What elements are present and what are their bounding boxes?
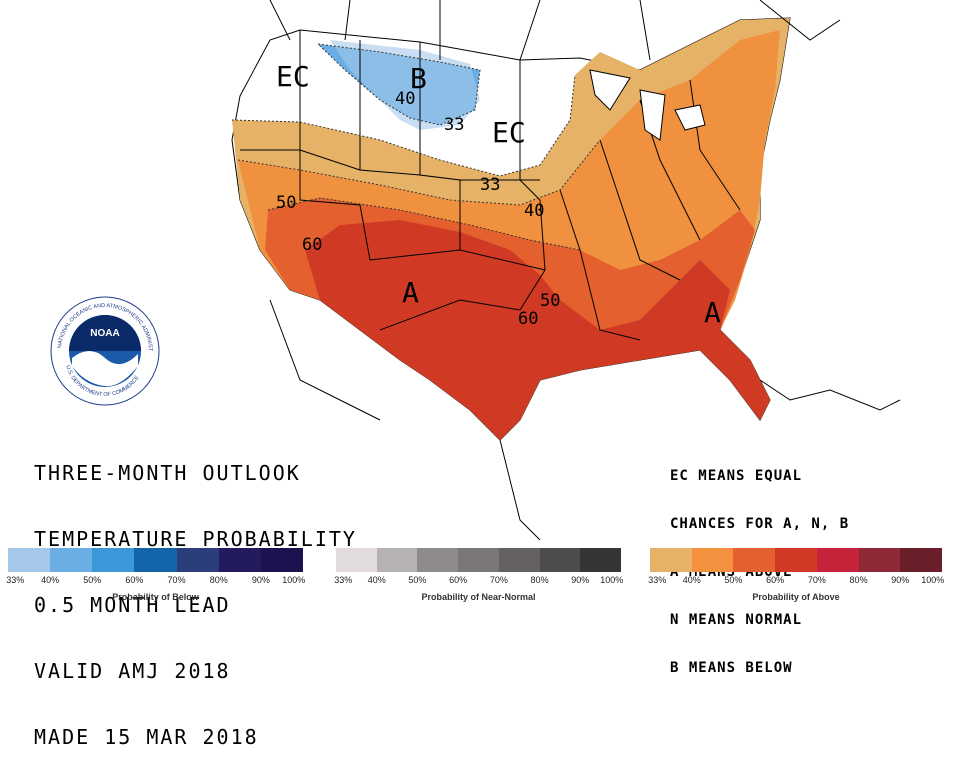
label-50-south: 50 xyxy=(540,291,560,311)
label-ec-west: EC xyxy=(276,60,310,93)
colorbar-normal-swatch xyxy=(539,548,581,572)
label-a-southwest: A xyxy=(402,276,419,309)
title-line-2: TEMPERATURE PROBABILITY xyxy=(34,527,357,551)
temperature-outlook-map: EC B 40 33 EC 33 40 50 60 A 50 60 A xyxy=(231,0,901,540)
colorbar-above-swatch xyxy=(733,548,776,572)
colorbar-below-swatch xyxy=(218,548,261,572)
colorbar-below-swatch xyxy=(8,548,51,572)
colorbar-above-ticks: 33% 40% 50% 60% 70% 80% 90% 100% xyxy=(648,575,945,587)
colorbar-below-tick: 60% xyxy=(125,575,144,585)
colorbar-normal-tick: 33% xyxy=(334,575,353,585)
colorbar-normal-tick: 100% xyxy=(600,575,624,585)
label-40-north: 40 xyxy=(395,89,415,109)
colorbar-above-swatch xyxy=(858,548,901,572)
colorbar-above-title: Probability of Above xyxy=(752,592,840,602)
colorbar-below-tick: 50% xyxy=(83,575,102,585)
colorbar-normal-title: Probability of Near-Normal xyxy=(421,592,536,602)
colorbar-above-tick: 40% xyxy=(682,575,701,585)
colorbar-normal-tick: 90% xyxy=(571,575,590,585)
colorbar-below-swatch xyxy=(176,548,219,572)
label-33-north: 33 xyxy=(444,115,464,135)
colorbar-below-swatch xyxy=(260,548,303,572)
colorbar-above-tick: 90% xyxy=(891,575,910,585)
label-50-west: 50 xyxy=(276,193,296,213)
colorbar-below xyxy=(8,548,303,572)
colorbar-above-swatch xyxy=(816,548,859,572)
title-line-4: VALID AMJ 2018 xyxy=(34,659,231,683)
colorbar-below-swatch xyxy=(92,548,135,572)
colorbar-below-tick: 33% xyxy=(6,575,25,585)
colorbar-below-ticks: 33% 40% 50% 60% 70% 80% 90% 100% xyxy=(6,575,306,587)
colorbar-above-swatch xyxy=(900,548,943,572)
title-line-1: THREE-MONTH OUTLOOK xyxy=(34,461,301,485)
colorbar-above-tick: 70% xyxy=(807,575,826,585)
label-40-central: 40 xyxy=(524,201,544,221)
neighbor-borders xyxy=(269,0,901,540)
colorbar-above-tick: 33% xyxy=(648,575,667,585)
colorbar-above-tick: 50% xyxy=(724,575,743,585)
colorbar-normal-tick: 50% xyxy=(408,575,427,585)
colorbar-normal-swatch xyxy=(498,548,540,572)
noaa-logo-text: NOAA xyxy=(90,328,119,339)
label-60-south: 60 xyxy=(518,309,538,329)
colorbar-below-tick: 40% xyxy=(41,575,60,585)
colorbar-above-swatch xyxy=(650,548,692,572)
lakes xyxy=(589,69,706,141)
colorbar-above-swatch xyxy=(775,548,817,572)
colorbar-normal-swatch xyxy=(417,548,459,572)
label-ec-central: EC xyxy=(492,116,526,149)
colorbar-normal-ticks: 33% 40% 50% 60% 70% 80% 90% 100% xyxy=(334,575,624,587)
legend-line-4: N MEANS NORMAL xyxy=(670,612,803,628)
contours xyxy=(231,43,601,251)
colorbar-normal-swatch xyxy=(458,548,499,572)
colorbar-above-tick: 60% xyxy=(766,575,785,585)
colorbar-above-tick: 100% xyxy=(921,575,945,585)
colorbar-above xyxy=(650,548,943,572)
above-60-region xyxy=(305,220,770,440)
colorbar-above-tick: 80% xyxy=(849,575,868,585)
legend-line-1: EC MEANS EQUAL xyxy=(670,468,803,484)
label-33-central: 33 xyxy=(480,175,500,195)
legend-line-5: B MEANS BELOW xyxy=(670,660,793,676)
colorbar-below-tick: 70% xyxy=(167,575,186,585)
colorbar-normal-tick: 80% xyxy=(530,575,549,585)
colorbar-below-tick: 100% xyxy=(282,575,306,585)
colorbar-below-title: Probability of Below xyxy=(112,592,199,602)
colorbar-below-tick: 90% xyxy=(251,575,270,585)
noaa-logo: NOAA NATIONAL OCEANIC AND ATMOSPHERIC AD… xyxy=(50,296,160,406)
colorbar-normal-swatch xyxy=(580,548,622,572)
colorbar-normal-tick: 70% xyxy=(489,575,508,585)
colorbar-normal-tick: 40% xyxy=(367,575,386,585)
colorbar-normal-tick: 60% xyxy=(449,575,468,585)
label-b: B xyxy=(410,62,427,95)
colorbar-normal xyxy=(336,548,622,572)
label-60-west: 60 xyxy=(302,235,322,255)
title-line-5: MADE 15 MAR 2018 xyxy=(34,725,259,749)
colorbar-below-swatch xyxy=(50,548,93,572)
legend-line-2: CHANCES FOR A, N, B xyxy=(670,516,850,532)
colorbar-below-swatch xyxy=(134,548,177,572)
colorbar-normal-swatch xyxy=(336,548,377,572)
colorbar-above-swatch xyxy=(691,548,734,572)
colorbar-normal-swatch xyxy=(376,548,418,572)
colorbar-below-tick: 80% xyxy=(209,575,228,585)
label-a-southeast: A xyxy=(704,296,721,329)
